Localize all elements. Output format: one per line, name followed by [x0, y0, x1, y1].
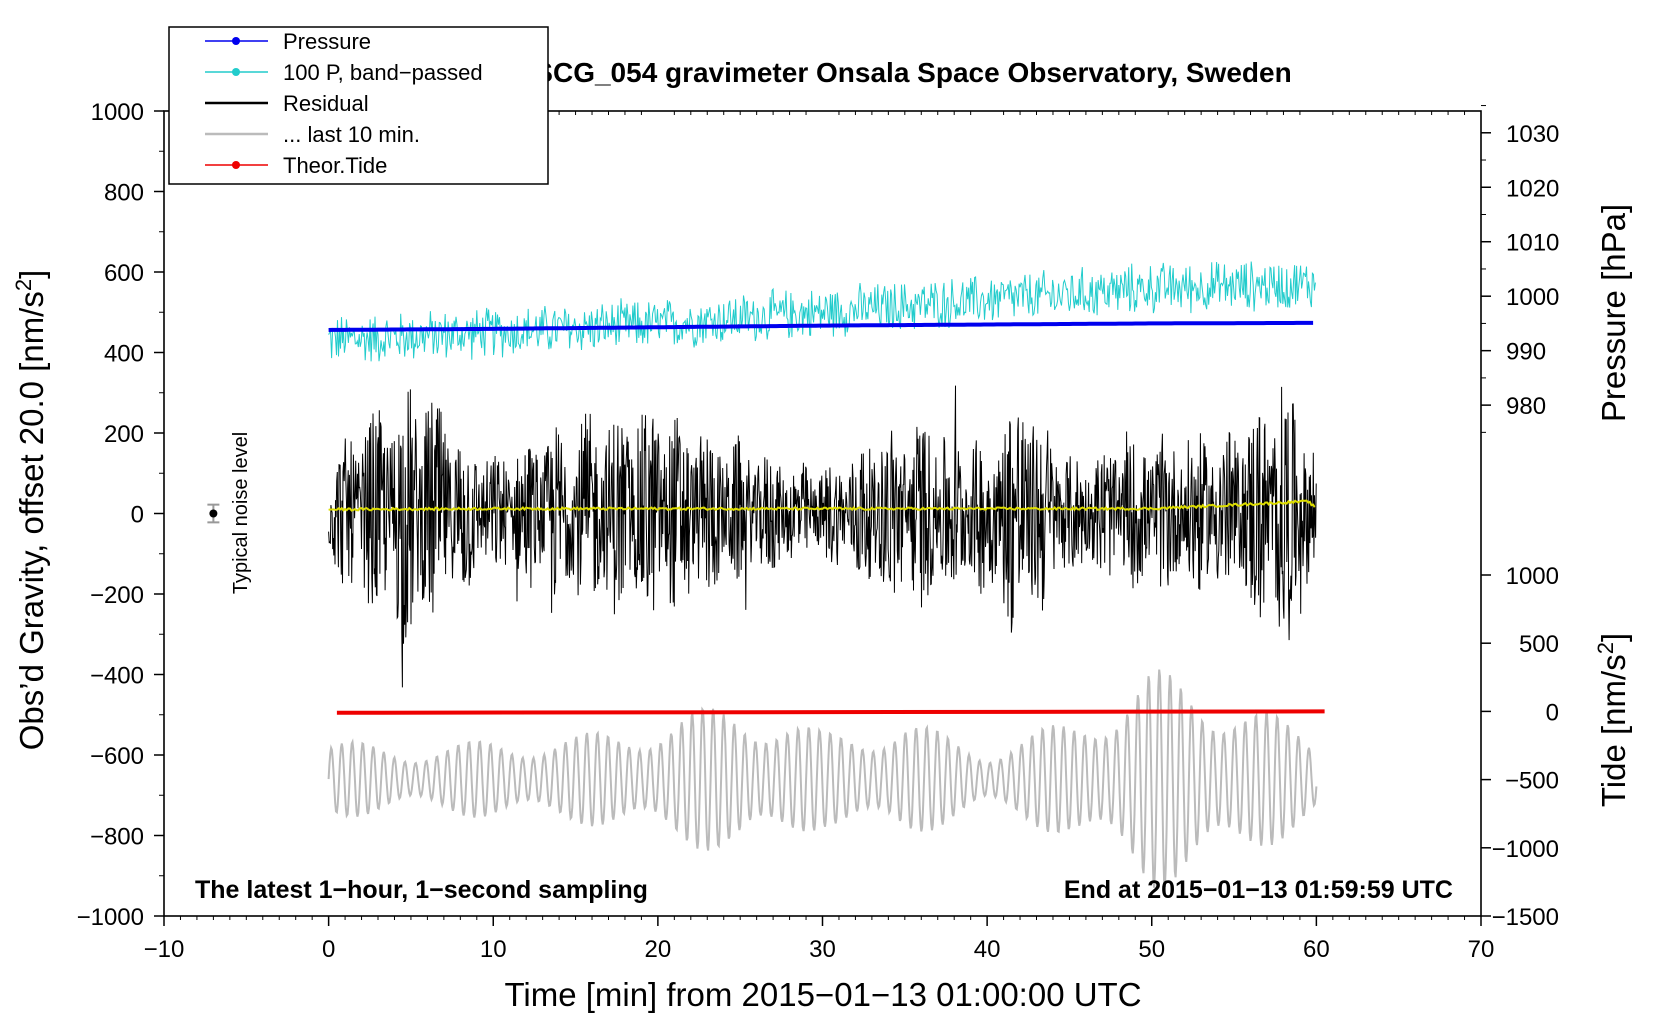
tide-tick-label: −1000: [1492, 836, 1559, 863]
y-axis-pressure-title: Pressure [hPa]: [1595, 204, 1632, 422]
pressure-tick-label: 990: [1506, 339, 1546, 366]
legend-label: Theor.Tide: [283, 153, 387, 178]
x-axis: −10 0 10 20 30 40 50 60 70: [144, 111, 1495, 963]
y-tick-label: −400: [90, 663, 144, 690]
series-residual-smoothed: [328, 499, 1316, 512]
x-tick-label: 50: [1138, 936, 1165, 963]
y-tick-label: 600: [104, 260, 144, 287]
x-tick-label: 60: [1303, 936, 1330, 963]
legend-marker: [232, 37, 240, 45]
pressure-tick-label: 980: [1506, 393, 1546, 420]
tide-tick-label: −1500: [1492, 904, 1559, 931]
series-residual: [328, 385, 1317, 688]
y-tick-label: −600: [90, 743, 144, 770]
legend-marker: [232, 161, 240, 169]
x-tick-label: 0: [322, 936, 335, 963]
x-tick-label: 70: [1468, 936, 1495, 963]
series-theor-tide: [336, 709, 1325, 715]
y-tick-label: −200: [90, 582, 144, 609]
y-axis-left-title: Obs’d Gravity, offset 20.0 [nm/s2]: [11, 270, 50, 751]
y-axis-tide-title-end: ]: [1595, 633, 1632, 642]
y-tick-label: −1000: [77, 904, 144, 931]
x-tick-label: 40: [974, 936, 1001, 963]
tide-tick-label: 500: [1519, 631, 1559, 658]
y-tick-label: 200: [104, 421, 144, 448]
legend-label: 100 P, band−passed: [283, 60, 483, 85]
y-tick-label: 0: [131, 502, 144, 529]
legend-label: Pressure: [283, 29, 371, 54]
noise-label: Typical noise level: [230, 432, 252, 594]
legend-marker: [232, 68, 240, 76]
y-axis-left-title-end: ]: [13, 270, 50, 279]
pressure-tick-label: 1010: [1506, 230, 1559, 257]
y-axis-tide-title-sup: 2: [1593, 642, 1618, 654]
series-pressure: [328, 320, 1314, 332]
y-axis-left: 1000 800 600 400 200 0 −200 −400 −600 −800 −1000: [77, 99, 164, 931]
x-tick-label: 20: [645, 936, 672, 963]
series-band-passed-pressure: [328, 261, 1316, 362]
series-layer: [327, 261, 1325, 888]
legend: Pressure 100 P, band−passed Residual ... la…: [168, 26, 549, 185]
y-axis-tide-title: Tide [nm/s2]: [1593, 633, 1632, 807]
annotation-right: End at 2015−01−13 01:59:59 UTC: [1064, 876, 1453, 904]
y-tick-label: 400: [104, 341, 144, 368]
y-axis-tide-title-main: Tide [nm/s: [1595, 654, 1632, 807]
y-axis-left-title-main: Obs’d Gravity, offset 20.0 [nm/s: [13, 291, 50, 750]
legend-label: ... last 10 min.: [283, 122, 420, 147]
y-tick-label: 1000: [91, 99, 144, 126]
x-axis-title: Time [min] from 2015−01−13 01:00:00 UTC: [504, 976, 1141, 1013]
tide-tick-label: −500: [1505, 768, 1559, 795]
pressure-tick-label: 1020: [1506, 175, 1559, 202]
y-axis-left-title-sup: 2: [11, 279, 36, 291]
y-axis-pressure: 1030 1020 1010 1000 990 980: [1481, 105, 1559, 433]
series-last-10-min: [327, 669, 1318, 888]
legend-box: [168, 26, 549, 185]
legend-label: Residual: [283, 91, 369, 116]
y-tick-label: −800: [90, 824, 144, 851]
x-tick-label: −10: [144, 936, 185, 963]
tide-tick-label: 1000: [1506, 563, 1559, 590]
pressure-tick-label: 1000: [1506, 284, 1559, 311]
pressure-tick-label: 1030: [1506, 121, 1559, 148]
annotation-left: The latest 1−hour, 1−second sampling: [195, 876, 648, 904]
noise-point: [209, 509, 218, 518]
chart-title: SCG_054 gravimeter Onsala Space Observat…: [534, 57, 1291, 88]
y-tick-label: 800: [104, 180, 144, 207]
noise-marker: [207, 503, 220, 524]
x-tick-label: 10: [480, 936, 507, 963]
x-tick-label: 30: [809, 936, 836, 963]
tide-tick-label: 0: [1546, 699, 1559, 726]
y-axis-tide: 1000 500 0 −500 −1000 −1500: [1481, 563, 1559, 931]
